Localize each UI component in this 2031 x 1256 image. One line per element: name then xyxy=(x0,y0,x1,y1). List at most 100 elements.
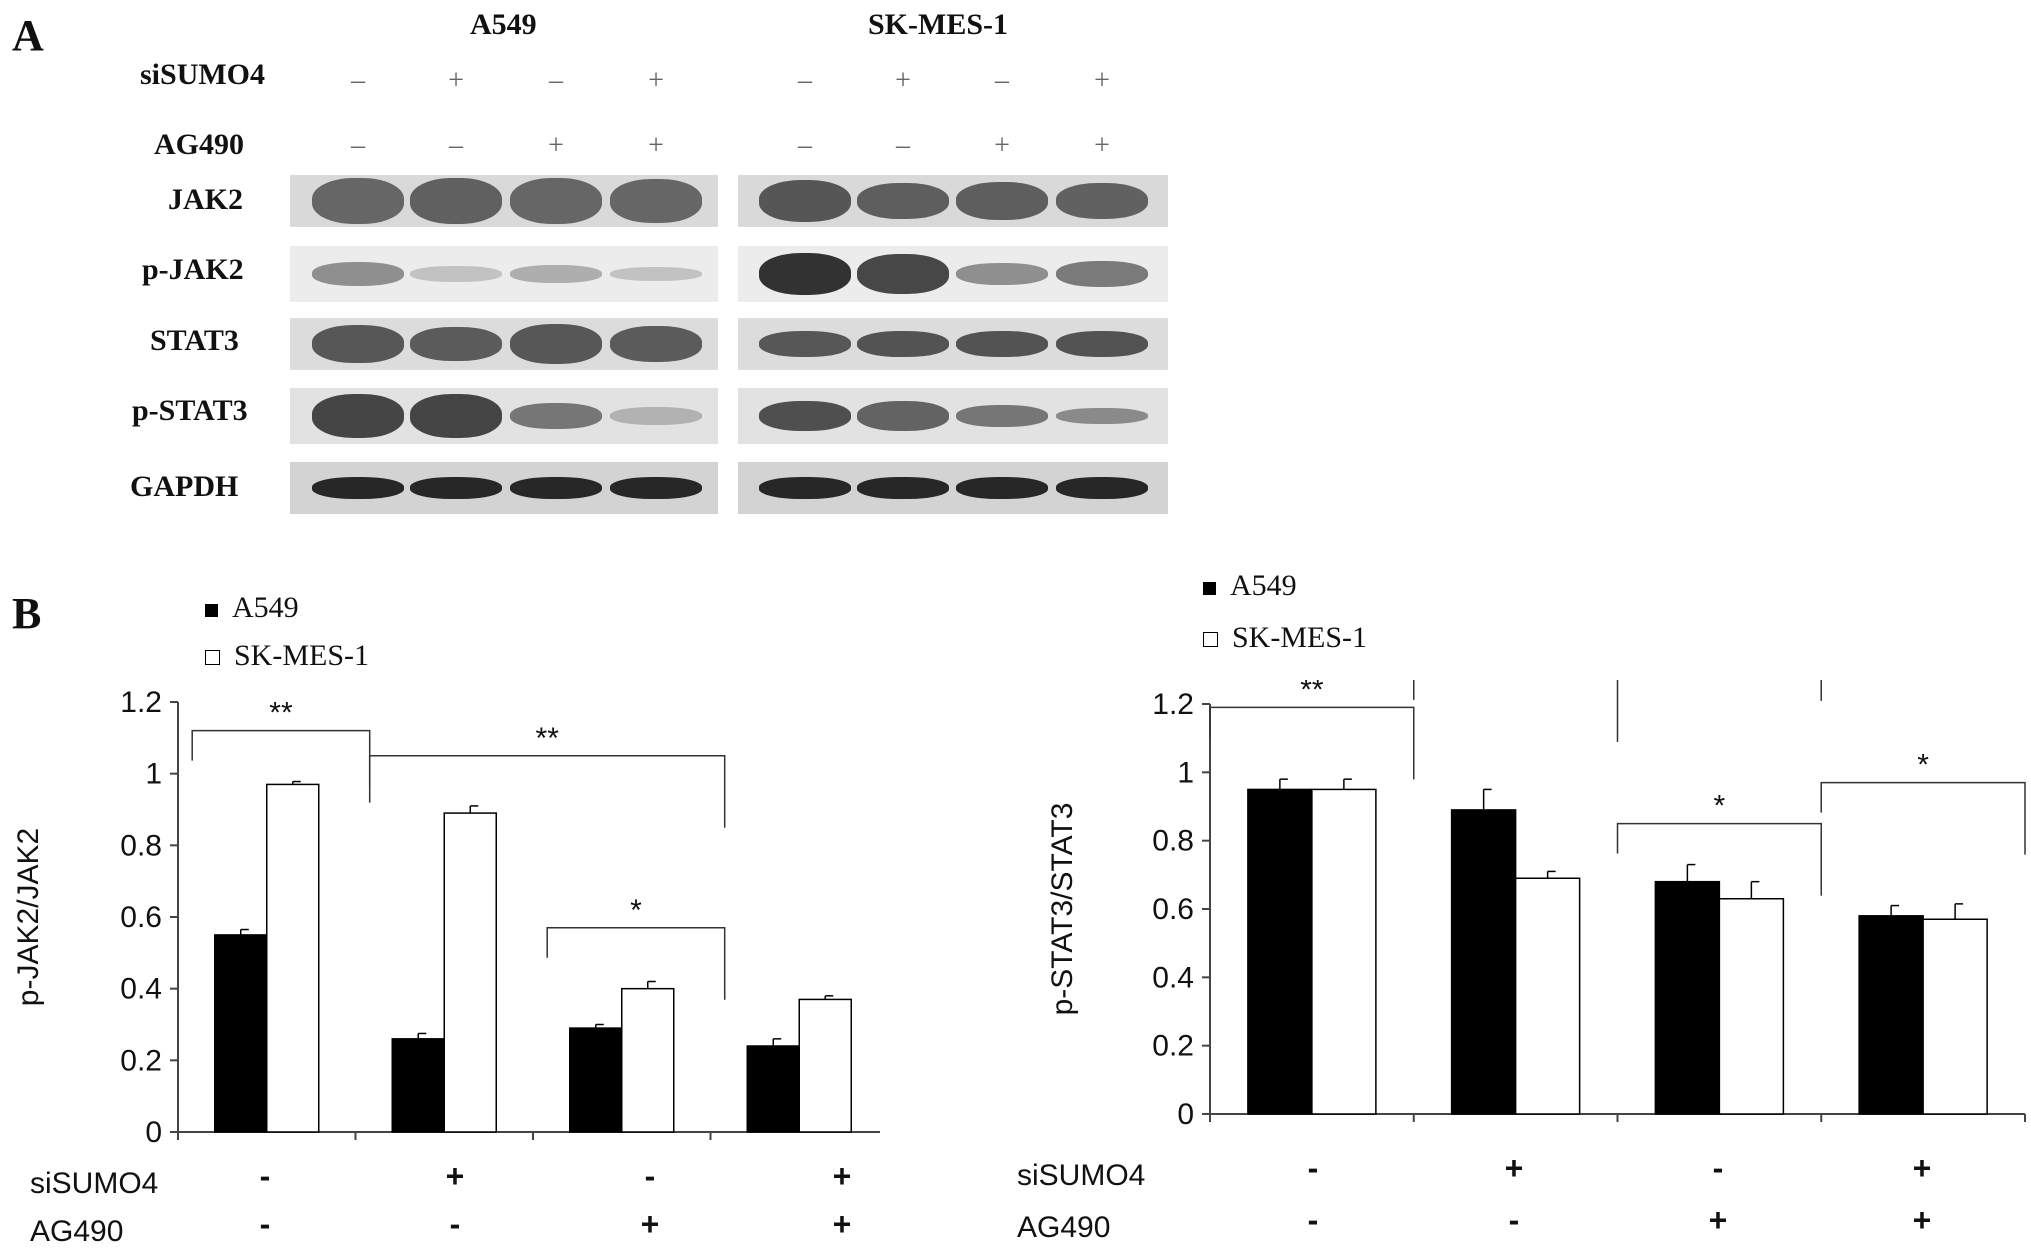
blot-band xyxy=(1056,331,1148,357)
chart2-sisumo4-sign-1: - xyxy=(1307,1150,1319,1186)
chart2-sisumo4-sign-2: + xyxy=(1504,1150,1524,1186)
bar-a549 xyxy=(1450,809,1517,1115)
chart2-ag490-sign-2: - xyxy=(1508,1202,1520,1238)
chart1-ag490-sign-3: + xyxy=(640,1206,660,1242)
bar-skmes1 xyxy=(443,812,497,1133)
treatment-label-ag490: AG490 xyxy=(154,128,244,161)
bar-a549 xyxy=(569,1027,623,1133)
bar-a549 xyxy=(214,934,268,1133)
cell-line-title-a549: A549 xyxy=(470,8,537,41)
blot-band xyxy=(510,324,602,364)
blot-strip-r5-g1 xyxy=(290,462,718,514)
chart1-ag490-sign-2: - xyxy=(449,1206,461,1242)
blot-band xyxy=(857,254,949,294)
blot-label-jak2: JAK2 xyxy=(168,183,243,216)
cell-line-title-skmes1: SK-MES-1 xyxy=(868,8,1009,41)
blot-strip-r1-g1 xyxy=(290,175,718,227)
blot-band xyxy=(610,326,702,362)
y-tick-label: 0.2 xyxy=(120,1044,162,1077)
blot-band xyxy=(956,405,1048,427)
bar-skmes1 xyxy=(1514,877,1581,1115)
y-tick-label: 0.8 xyxy=(1152,825,1194,858)
chart1-sisumo4-sign-4: + xyxy=(832,1158,852,1194)
significance-bracket xyxy=(368,755,726,828)
legend-item-a549: A549 xyxy=(205,584,369,632)
bar-a549 xyxy=(746,1045,800,1133)
bar-skmes1 xyxy=(798,998,852,1133)
blot-strip-r4-g2 xyxy=(738,388,1168,444)
chart2-ag490-sign-1: - xyxy=(1307,1202,1319,1238)
bar-skmes1 xyxy=(1922,918,1988,1115)
sisumo4-sign-8: + xyxy=(1094,65,1110,96)
significance-bracket xyxy=(1616,822,1822,896)
blot-label-p-jak2: p-JAK2 xyxy=(142,253,244,286)
y-axis-label: p-JAK2/JAK2 xyxy=(12,828,45,1006)
bar-a549 xyxy=(1654,880,1721,1115)
blot-band xyxy=(759,180,851,222)
significance-bracket xyxy=(1820,781,2026,855)
blot-band xyxy=(759,331,851,357)
legend-swatch-black xyxy=(205,604,218,617)
blot-band xyxy=(510,403,602,429)
blot-band xyxy=(1056,261,1148,287)
y-axis-label: p-STAT3/STAT3 xyxy=(1046,803,1079,1016)
bar-a549 xyxy=(1858,915,1924,1115)
blot-band xyxy=(510,265,602,283)
blot-band xyxy=(410,178,502,224)
blot-strip-r3-g1 xyxy=(290,318,718,370)
y-tick-label: 0 xyxy=(1177,1098,1194,1131)
blot-band xyxy=(956,331,1048,357)
y-tick-label: 0.4 xyxy=(120,973,162,1006)
bar-skmes1 xyxy=(266,783,320,1133)
bar-skmes1 xyxy=(1311,788,1377,1115)
blot-band xyxy=(759,253,851,295)
chart2-ag490-sign-3: + xyxy=(1708,1202,1728,1238)
y-tick-label: 1 xyxy=(145,758,162,791)
chart1-ag490-sign-1: - xyxy=(259,1206,271,1242)
blot-band xyxy=(857,477,949,499)
y-tick-label: 1.2 xyxy=(1152,688,1194,721)
chart1-sisumo4-sign-2: + xyxy=(445,1158,465,1194)
ag490-sign-2: – xyxy=(449,130,463,161)
blot-band xyxy=(956,477,1048,499)
treatment-label-sisumo4: siSUMO4 xyxy=(140,58,266,91)
significance-bracket xyxy=(1209,706,1415,780)
chart2-treatment-labels: siSUMO4 AG490 xyxy=(1017,1150,1145,1254)
significance-stars: * xyxy=(630,894,642,927)
blot-band xyxy=(312,178,404,224)
ag490-sign-4: + xyxy=(648,130,664,161)
y-tick-label: 0.8 xyxy=(120,829,162,862)
chart1-label-ag490: AG490 xyxy=(30,1215,124,1248)
blot-band xyxy=(312,477,404,499)
blot-label-p-stat3: p-STAT3 xyxy=(132,394,248,427)
blot-label-gapdh: GAPDH xyxy=(130,470,239,503)
chart2-label-ag490: AG490 xyxy=(1017,1211,1111,1244)
blot-strip-r2-g2 xyxy=(738,246,1168,302)
blot-band xyxy=(759,477,851,499)
ag490-sign-8: + xyxy=(1094,130,1110,161)
legend-item-skmes1: SK-MES-1 xyxy=(1203,612,1367,664)
blot-band xyxy=(410,266,502,282)
blot-band xyxy=(956,182,1048,220)
chart2-sisumo4-sign-3: - xyxy=(1712,1150,1724,1186)
legend-swatch-white xyxy=(1203,632,1218,647)
blot-band xyxy=(610,407,702,425)
y-tick-label: 0.6 xyxy=(1152,893,1194,926)
chart2-ag490-sign-4: + xyxy=(1912,1202,1932,1238)
panel-b-letter: B xyxy=(12,589,42,638)
blot-band xyxy=(857,401,949,431)
significance-bracket xyxy=(546,927,726,1000)
legend-label-skmes1: SK-MES-1 xyxy=(234,639,370,672)
blot-strip-r1-g2 xyxy=(738,175,1168,227)
chart2-sisumo4-sign-4: + xyxy=(1912,1150,1932,1186)
blot-band xyxy=(312,394,404,438)
blot-band xyxy=(759,401,851,431)
blot-band xyxy=(410,394,502,438)
bar-skmes1 xyxy=(621,987,675,1133)
ag490-sign-7: + xyxy=(994,130,1010,161)
ag490-sign-3: + xyxy=(548,130,564,161)
significance-stars: ** xyxy=(536,722,560,755)
chart2-label-sisumo4: siSUMO4 xyxy=(1017,1159,1146,1192)
chart1-label-sisumo4: siSUMO4 xyxy=(30,1167,159,1200)
